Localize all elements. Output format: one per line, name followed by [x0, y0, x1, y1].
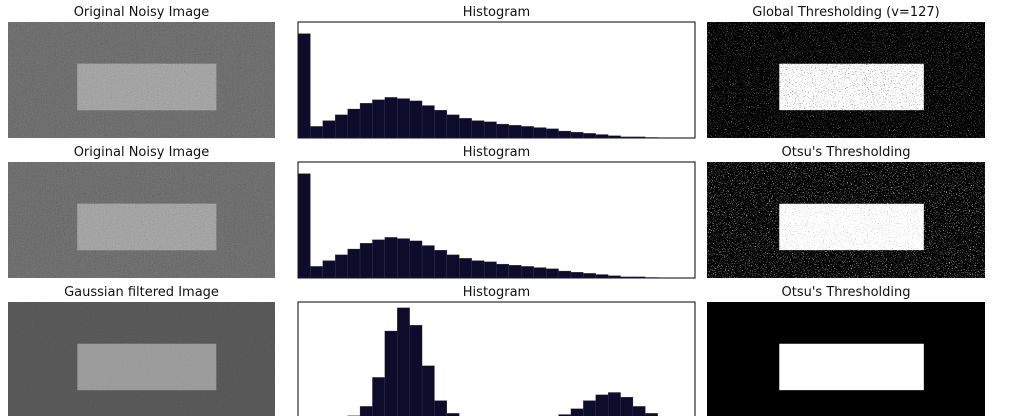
- histogram-bar: [546, 269, 558, 278]
- histogram-bar: [323, 261, 335, 278]
- histogram-bar: [335, 115, 347, 138]
- histogram-bar: [385, 97, 397, 138]
- histogram-bar: [372, 100, 384, 138]
- histogram-bar: [422, 106, 434, 138]
- histogram-bar: [422, 366, 434, 416]
- panel-title: Gaussian filtered Image: [64, 285, 219, 300]
- histogram-bar: [397, 99, 409, 138]
- histogram-bar: [521, 266, 533, 278]
- panel-title: Histogram: [463, 5, 530, 20]
- histogram-bar: [360, 406, 372, 416]
- histogram-bar: [521, 126, 533, 138]
- histogram-bar: [397, 308, 409, 416]
- histogram-bar: [348, 109, 360, 138]
- histogram-bar: [385, 237, 397, 278]
- histogram-bar: [447, 255, 459, 278]
- histogram-bar: [360, 103, 372, 138]
- histogram-bar: [497, 124, 509, 138]
- panel-title: Histogram: [463, 145, 530, 160]
- image-noise: [77, 204, 216, 250]
- histogram-bar: [410, 241, 422, 278]
- panel-title: Otsu's Thresholding: [782, 145, 911, 160]
- histogram-bar: [633, 277, 645, 278]
- histogram-bar: [434, 401, 446, 416]
- panel-title: Original Noisy Image: [74, 145, 210, 160]
- histogram-bar: [621, 397, 633, 416]
- histogram-bar: [608, 276, 620, 278]
- histogram-bar: [372, 377, 384, 416]
- histogram-bar: [608, 136, 620, 138]
- histogram-bar: [645, 137, 657, 138]
- histogram-bar: [583, 401, 595, 416]
- histogram-bar: [335, 255, 347, 278]
- histogram-bar: [534, 128, 546, 138]
- histogram-bar: [583, 273, 595, 278]
- histogram-bar: [372, 240, 384, 278]
- histogram-bar: [459, 118, 471, 138]
- panel-title: Original Noisy Image: [74, 5, 210, 20]
- histogram-bar: [310, 266, 322, 278]
- image-noise: [77, 64, 216, 110]
- histogram-bar: [298, 34, 310, 138]
- histogram-bar: [509, 265, 521, 278]
- histogram-bar: [621, 277, 633, 278]
- histogram-bar: [348, 249, 360, 278]
- histogram-bar: [621, 137, 633, 138]
- histogram-bar: [472, 261, 484, 278]
- histogram-bar: [497, 264, 509, 278]
- histogram-bar: [571, 132, 583, 138]
- histogram-bar: [546, 129, 558, 138]
- histogram-bar: [596, 135, 608, 138]
- histogram-bar: [559, 271, 571, 278]
- histogram-bar: [434, 110, 446, 138]
- histogram-bar: [434, 250, 446, 278]
- page: {"chart_data": [ {"type": "image", "titl…: [0, 0, 1010, 416]
- histogram-bar: [385, 331, 397, 416]
- histogram-bar: [559, 131, 571, 138]
- histogram-bar: [633, 137, 645, 138]
- histogram-bar: [645, 277, 657, 278]
- histogram-bar: [360, 243, 372, 278]
- histogram-bar: [596, 395, 608, 416]
- histogram-bar: [571, 272, 583, 278]
- panel-title: Global Thresholding (v=127): [752, 5, 939, 20]
- histogram-bar: [323, 121, 335, 138]
- histogram-bar: [484, 262, 496, 278]
- histogram-bar: [509, 125, 521, 138]
- image-specks: [779, 64, 924, 110]
- histogram-bar: [583, 133, 595, 138]
- panel-title: Histogram: [463, 285, 530, 300]
- histogram-bar: [459, 258, 471, 278]
- histogram-bar: [310, 126, 322, 138]
- image-noise: [77, 344, 216, 390]
- histogram-bar: [410, 325, 422, 416]
- histogram-bar: [472, 121, 484, 138]
- histogram-bar: [608, 392, 620, 416]
- histogram-bar: [410, 101, 422, 138]
- image-rectangle: [779, 344, 924, 390]
- histogram-bar: [397, 239, 409, 278]
- histogram-bar: [447, 115, 459, 138]
- histogram-bar: [571, 409, 583, 416]
- histogram-bar: [422, 246, 434, 278]
- image-specks: [779, 204, 924, 250]
- plot-frame: [298, 302, 695, 416]
- histogram-bar: [484, 122, 496, 138]
- panel-title: Otsu's Thresholding: [782, 285, 911, 300]
- histogram-bar: [596, 275, 608, 278]
- figure: Original Noisy Image Histogram Global Thre…: [0, 0, 1010, 416]
- histogram-bar: [534, 268, 546, 278]
- histogram-bar: [298, 174, 310, 278]
- histogram-bar: [633, 406, 645, 416]
